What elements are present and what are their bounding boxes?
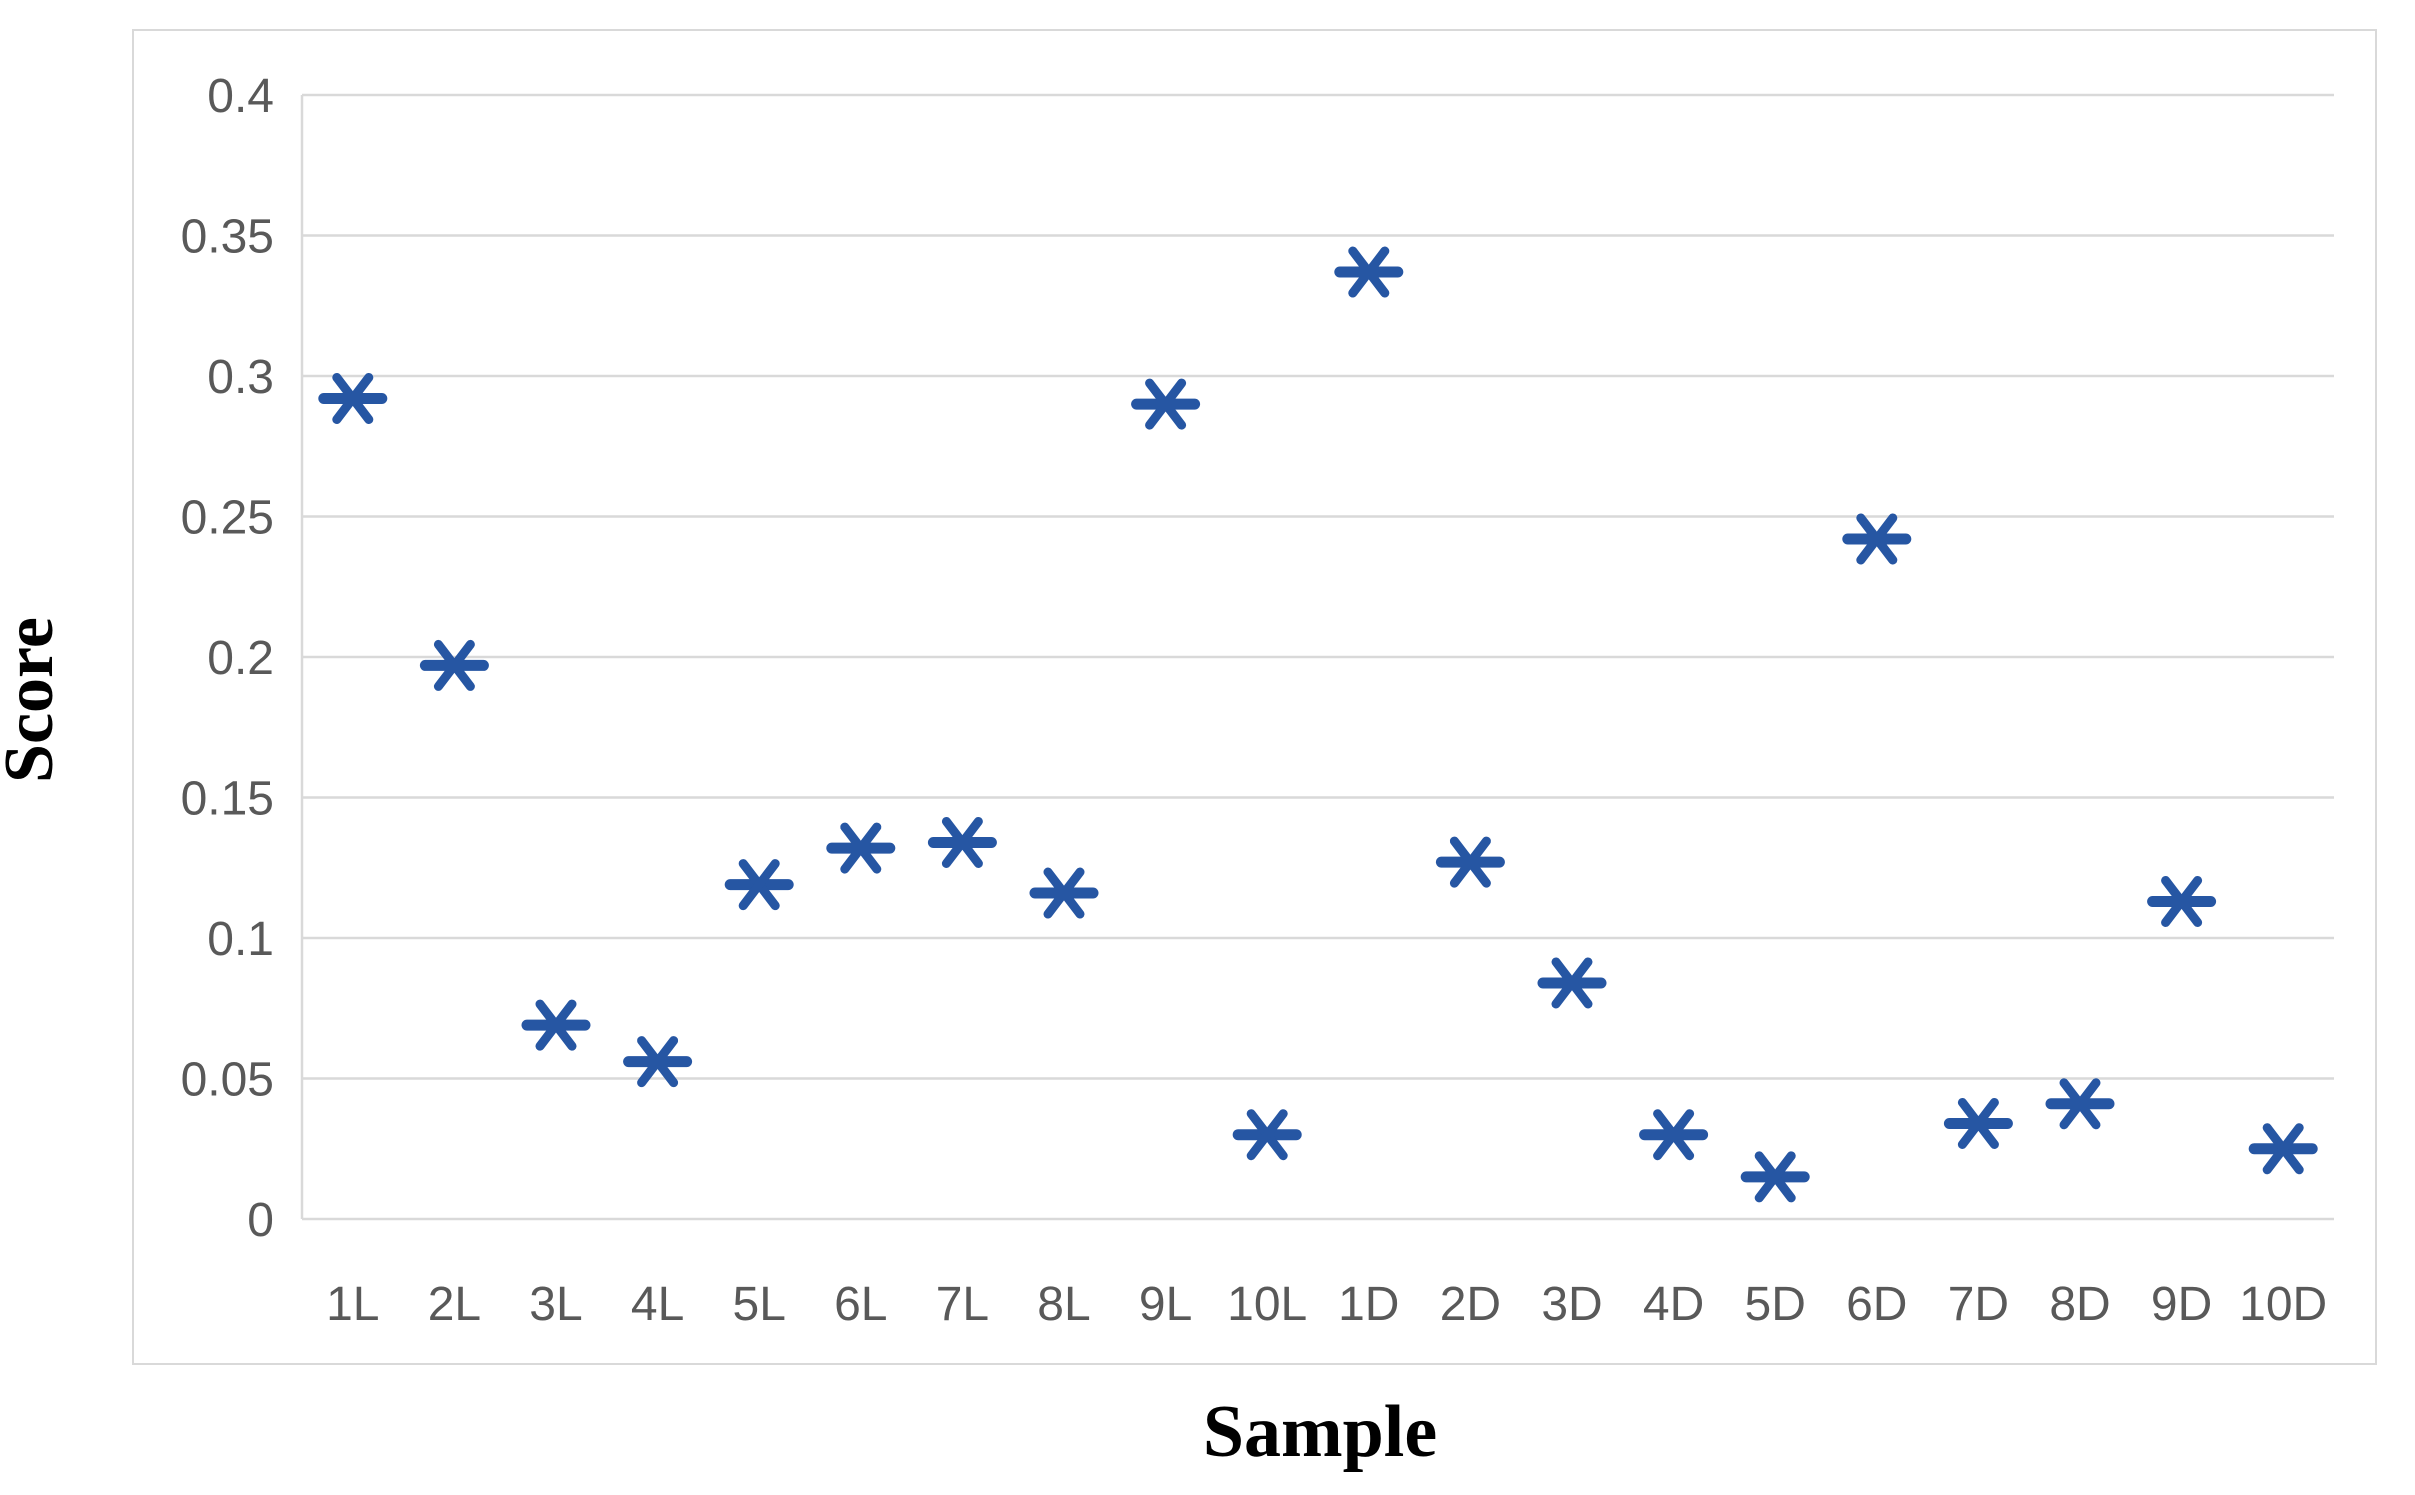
gridlines (302, 93, 2334, 1221)
data-point-marker (724, 859, 794, 911)
marker-arm (332, 372, 374, 424)
x-tick-label: 7D (1948, 1278, 2009, 1331)
data-points (318, 246, 2318, 1203)
marker-arm (1551, 957, 1593, 1009)
y-tick-label: 0.1 (207, 913, 274, 966)
y-tick-label: 0.05 (181, 1054, 274, 1107)
chart-frame (132, 29, 2377, 1365)
x-tick-label: 4L (631, 1278, 684, 1331)
x-tick-label: 8D (2049, 1278, 2110, 1331)
marker-arm (1449, 836, 1491, 888)
data-point-marker (521, 999, 591, 1051)
data-point-marker (1740, 1151, 1810, 1203)
marker-arm (1856, 513, 1898, 565)
x-tick-label: 2D (1440, 1278, 1501, 1331)
data-point-marker (318, 372, 388, 424)
x-tick-label: 9D (2151, 1278, 2212, 1331)
x-tick-label: 10D (2239, 1278, 2327, 1331)
y-tick-label: 0.2 (207, 632, 274, 685)
data-point-marker (2248, 1123, 2318, 1175)
data-point-marker (826, 822, 896, 874)
marker-arm (941, 816, 983, 868)
data-point-marker (1232, 1109, 1302, 1161)
y-tick-label: 0.3 (207, 351, 274, 404)
data-point-marker (1334, 246, 1404, 298)
marker-arm (433, 639, 475, 691)
marker-arm (1145, 378, 1187, 430)
marker-arm (1957, 1097, 1999, 1149)
marker-arm (2059, 1078, 2101, 1130)
x-tick-label: 8L (1037, 1278, 1090, 1331)
y-axis-tick-labels: 0 0.05 0.1 0.15 0.2 0.25 0.3 0.35 0.4 (181, 70, 274, 1247)
data-point-marker (2147, 875, 2217, 927)
x-tick-label: 3L (529, 1278, 582, 1331)
x-tick-label: 7L (936, 1278, 989, 1331)
x-tick-label: 3D (1541, 1278, 1602, 1331)
marker-arm (840, 822, 882, 874)
data-point-marker (1639, 1109, 1709, 1161)
x-tick-label: 5D (1745, 1278, 1806, 1331)
y-tick-label: 0.35 (181, 211, 274, 264)
x-tick-label: 6D (1846, 1278, 1907, 1331)
marker-arm (1348, 246, 1390, 298)
data-point-marker (1537, 957, 1607, 1009)
marker-arm (2161, 875, 2203, 927)
marker-arm (1754, 1151, 1796, 1203)
x-tick-label: 10L (1227, 1278, 1307, 1331)
x-tick-label: 9L (1139, 1278, 1192, 1331)
y-tick-label: 0.4 (207, 70, 274, 123)
data-point-marker (927, 816, 997, 868)
x-axis-tick-labels: 1L 2L 3L 4L 5L 6L 7L 8L 9L 10L 1D 2D 3D 4D 5D 6D 7D 8D 9D 1… (326, 1278, 2327, 1331)
data-point-marker (1943, 1097, 2013, 1149)
marker-arm (738, 859, 780, 911)
x-tick-label: 6L (834, 1278, 887, 1331)
data-point-marker (623, 1036, 693, 1088)
x-tick-label: 2L (428, 1278, 481, 1331)
x-tick-label: 4D (1643, 1278, 1704, 1331)
y-tick-label: 0.15 (181, 773, 274, 826)
marker-arm (2262, 1123, 2304, 1175)
marker-arm (1653, 1109, 1695, 1161)
x-tick-label: 1D (1338, 1278, 1399, 1331)
y-tick-label: 0 (247, 1194, 274, 1247)
data-point-marker (1842, 513, 1912, 565)
marker-arm (1043, 867, 1085, 919)
x-axis-title: Sample (1203, 1391, 1437, 1473)
y-tick-label: 0.25 (181, 492, 274, 545)
y-axis-title: Score (0, 617, 68, 783)
data-point-marker (1029, 867, 1099, 919)
marker-arm (535, 999, 577, 1051)
data-point-marker (1131, 378, 1201, 430)
x-tick-label: 5L (733, 1278, 786, 1331)
x-tick-label: 1L (326, 1278, 379, 1331)
marker-arm (1246, 1109, 1288, 1161)
data-point-marker (1435, 836, 1505, 888)
marker-arm (637, 1036, 679, 1088)
data-point-marker (419, 639, 489, 691)
data-point-marker (2045, 1078, 2115, 1130)
